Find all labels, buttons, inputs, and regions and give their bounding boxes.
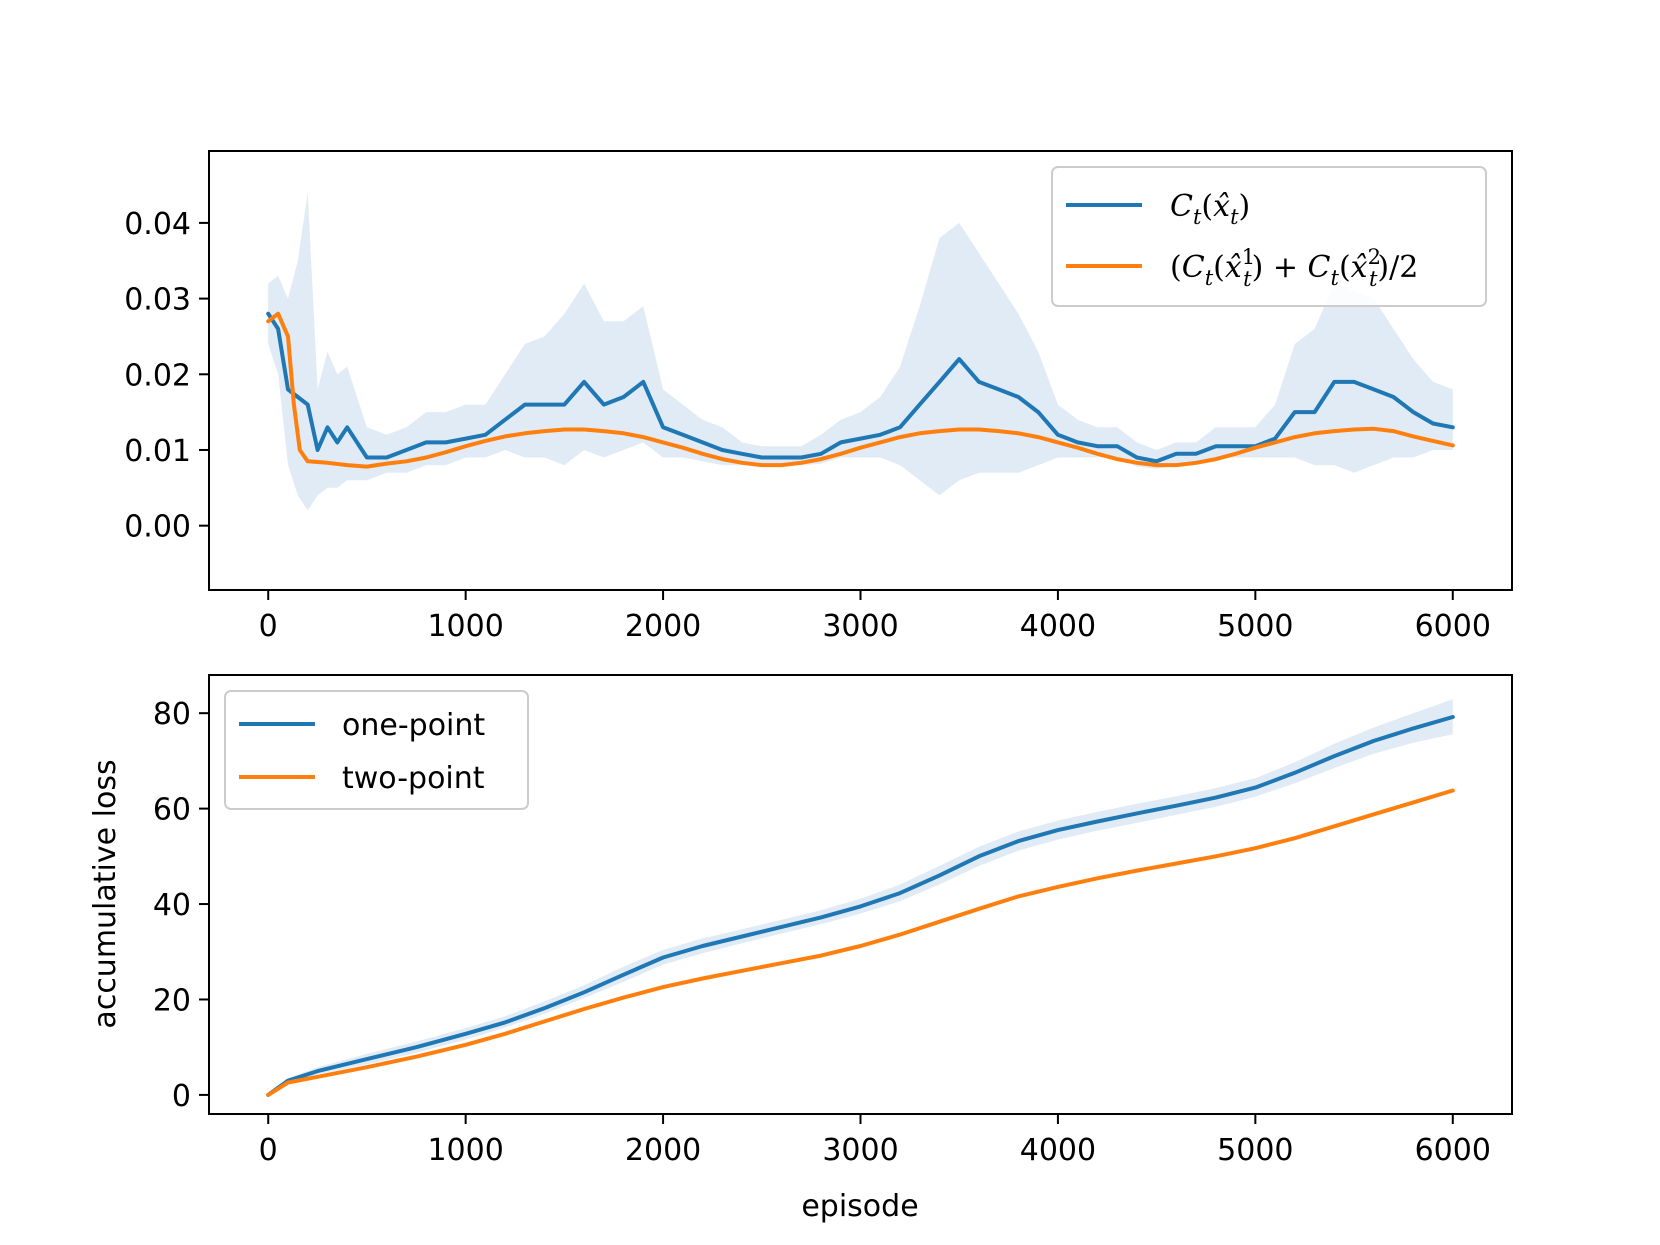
top-x-tick-labels: 0 1000 2000 3000 4000 5000 6000 (259, 609, 1491, 644)
bottom-x-tick-label: 3000 (822, 1133, 898, 1168)
bottom-y-tick-labels: 0 20 40 60 80 (153, 697, 191, 1114)
bottom-x-tick-label: 5000 (1217, 1133, 1293, 1168)
top-x-tick-label: 6000 (1415, 609, 1491, 644)
top-y-tick-label: 0.04 (124, 207, 191, 242)
bottom-series-1-confidence-band (268, 699, 1453, 1095)
top-x-tick-label: 4000 (1020, 609, 1096, 644)
top-x-tick-label: 5000 (1217, 609, 1293, 644)
top-x-ticks (267, 590, 1454, 600)
bottom-y-axis-label: accumulative loss (88, 759, 123, 1028)
bottom-y-tick-label: 60 (153, 793, 191, 828)
top-y-tick-labels: 0.00 0.01 0.02 0.03 0.04 (124, 207, 191, 545)
bottom-y-tick-label: 20 (153, 983, 191, 1018)
bottom-y-tick-label: 40 (153, 888, 191, 923)
bottom-lines-layer (266, 715, 1455, 1097)
top-lines-layer (266, 311, 1455, 469)
top-x-tick-label: 0 (259, 609, 278, 644)
top-x-tick-label: 2000 (625, 609, 701, 644)
top-y-tick-label: 0.02 (124, 358, 191, 393)
bottom-x-tick-label: 4000 (1020, 1133, 1096, 1168)
bottom-x-ticks (267, 1114, 1454, 1124)
top-legend-box (1051, 166, 1487, 307)
top-legend: Ct(x̂t) (Ct(x̂1 t) + Ct(x̂2 t)/2 (1051, 166, 1487, 307)
bottom-x-tick-label: 0 (259, 1133, 278, 1168)
top-legend-label-one: Ct(x̂t) (1170, 189, 1250, 229)
bottom-x-tick-labels: 0 1000 2000 3000 4000 5000 6000 (259, 1133, 1491, 1168)
top-x-tick-label: 1000 (427, 609, 503, 644)
top-x-tick-label: 3000 (822, 609, 898, 644)
bottom-x-tick-label: 1000 (427, 1133, 503, 1168)
bottom-band-layer (268, 699, 1453, 1095)
top-y-tick-label: 0.03 (124, 283, 191, 318)
bottom-x-tick-label: 2000 (625, 1133, 701, 1168)
top-y-tick-label: 0.01 (124, 434, 191, 469)
top-series-2-line (266, 311, 1455, 469)
bottom-y-tick-label: 0 (172, 1079, 191, 1114)
bottom-x-axis-label: episode (801, 1189, 918, 1224)
top-legend-label-two: (Ct(x̂1 t) + Ct(x̂2 t)/2 (1170, 245, 1418, 291)
top-series-1-line (266, 311, 1455, 464)
bottom-y-tick-label: 80 (153, 697, 191, 732)
top-y-tick-label: 0.00 (124, 510, 191, 545)
top-panel: 0 1000 2000 3000 4000 5000 6000 0.00 0.0… (124, 150, 1513, 644)
bottom-series-1-line (266, 715, 1455, 1097)
bottom-y-ticks (199, 712, 209, 1096)
bottom-legend-box (224, 690, 529, 810)
bottom-legend: one-point two-point (224, 690, 529, 810)
bottom-panel: 0 1000 2000 3000 4000 5000 6000 0 20 40 … (88, 674, 1513, 1224)
bottom-series-2-line (266, 788, 1455, 1097)
top-y-ticks (199, 221, 209, 527)
bottom-legend-label-one-point: one-point (342, 708, 485, 743)
bottom-x-tick-label: 6000 (1415, 1133, 1491, 1168)
bottom-legend-label-two-point: two-point (342, 761, 485, 796)
